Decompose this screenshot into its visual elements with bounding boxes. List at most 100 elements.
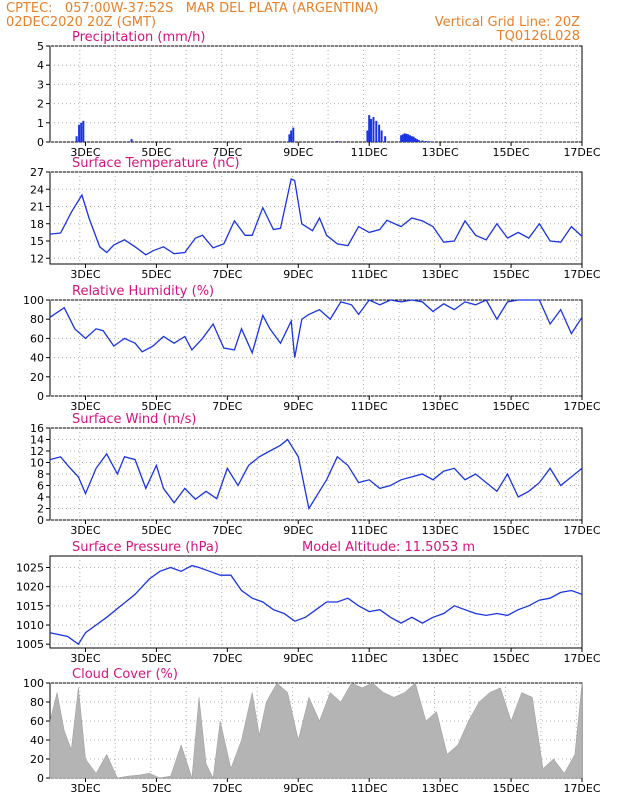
precipitation-frame — [49, 45, 583, 143]
wind-ytick-label: 10 — [30, 457, 44, 470]
temperature-xtick-label: 5DEC — [141, 268, 171, 281]
precipitation-ytick-label: 1 — [37, 117, 44, 130]
cloud-cover-xtick-label: 5DEC — [141, 782, 171, 795]
temperature-xtick-label: 7DEC — [212, 268, 242, 281]
temperature-xtick-label: 17DEC — [563, 268, 600, 281]
wind-ytick-label: 0 — [37, 514, 44, 527]
header-grid-note: Vertical Grid Line: 20Z — [434, 15, 580, 30]
wind-ytick-label: 14 — [30, 434, 44, 447]
temperature-xtick-label: 13DEC — [422, 268, 459, 281]
humidity-xtick-label: 7DEC — [212, 400, 242, 413]
humidity-xtick-label: 11DEC — [351, 400, 388, 413]
header-model-id: TQ0126L028 — [496, 29, 580, 44]
precipitation-panel: Precipitation (mm/h) 0 1 2 3 4 5 3DEC 5DEC 7DEC 9D… — [37, 30, 601, 159]
precipitation-ytick-label: 4 — [37, 59, 44, 72]
temperature-panel: Surface Temperature (nC) 12 15 18 21 24 27 3DEC… — [30, 156, 601, 281]
wind-title: Surface Wind (m/s) — [72, 412, 196, 427]
wind-xtick-label: 15DEC — [493, 524, 530, 537]
cloud-cover-xtick-label: 13DEC — [422, 782, 459, 795]
humidity-ytick-label: 80 — [30, 313, 44, 326]
wind-line — [49, 438, 583, 511]
precipitation-ytick-label: 2 — [37, 98, 44, 111]
humidity-xtick-label: 13DEC — [422, 400, 459, 413]
precipitation-bar — [80, 122, 83, 142]
temperature-ytick-label: 21 — [30, 201, 44, 214]
cloud-cover-ytick-label: 20 — [30, 753, 44, 766]
precipitation-xtick-label: 7DEC — [212, 146, 242, 159]
wind-ytick-label: 8 — [37, 468, 44, 481]
cloud-cover-xtick-label: 7DEC — [212, 782, 242, 795]
temperature-ytick-label: 12 — [30, 252, 44, 265]
precipitation-bar — [416, 139, 419, 142]
wind-xtick-label: 3DEC — [70, 524, 100, 537]
precipitation-bar — [432, 141, 435, 142]
wind-xtick-label: 17DEC — [563, 524, 600, 537]
precipitation-ytick-label: 3 — [37, 78, 44, 91]
wind-ytick-label: 12 — [30, 445, 44, 458]
precipitation-bar — [375, 120, 378, 142]
precipitation-bar — [408, 135, 411, 142]
temperature-line — [49, 177, 583, 256]
temperature-ytick-label: 24 — [30, 183, 44, 196]
precipitation-xtick-label: 3DEC — [70, 146, 100, 159]
pressure-annotation: Model Altitude: 11.5053 m — [302, 540, 475, 555]
temperature-ytick-label: 18 — [30, 218, 44, 231]
pressure-xtick-label: 15DEC — [493, 652, 530, 665]
precipitation-bar — [366, 130, 369, 142]
precipitation-bar — [414, 138, 417, 142]
pressure-ytick-label: 1020 — [16, 581, 44, 594]
pressure-ytick-label: 1015 — [16, 600, 44, 613]
temperature-ytick-label: 27 — [30, 166, 44, 179]
cloud-cover-area — [49, 682, 583, 779]
humidity-panel: Relative Humidity (%) 0 20 40 60 80 100 3DEC 5DE… — [23, 284, 601, 413]
pressure-title: Surface Pressure (hPa) — [72, 540, 219, 555]
header-station: CPTEC: 057:00W-37:52S MAR DEL PLATA (ARG… — [6, 1, 379, 16]
cloud-cover-ytick-label: 0 — [37, 772, 44, 785]
precipitation-bar — [384, 136, 387, 142]
precipitation-xtick-label: 9DEC — [283, 146, 313, 159]
pressure-xtick-label: 9DEC — [283, 652, 313, 665]
temperature-xtick-label: 3DEC — [70, 268, 100, 281]
cloud-cover-xtick-label: 11DEC — [351, 782, 388, 795]
pressure-xtick-label: 11DEC — [351, 652, 388, 665]
humidity-xtick-label: 9DEC — [283, 400, 313, 413]
wind-ytick-label: 2 — [37, 503, 44, 516]
precipitation-bar — [407, 134, 410, 142]
precipitation-bar — [372, 117, 375, 142]
cloud-cover-ytick-label: 80 — [30, 696, 44, 709]
precipitation-bar — [292, 127, 295, 142]
precipitation-bar — [410, 136, 413, 142]
precipitation-bar — [400, 135, 403, 142]
precipitation-bar — [424, 141, 427, 142]
pressure-xtick-label: 5DEC — [141, 652, 171, 665]
precipitation-bar — [78, 124, 81, 142]
wind-ytick-label: 6 — [37, 480, 44, 493]
wind-ytick-label: 4 — [37, 491, 44, 504]
cloud-cover-xtick-label: 15DEC — [493, 782, 530, 795]
precipitation-bar — [428, 141, 431, 142]
humidity-line — [49, 299, 583, 358]
wind-xtick-label: 5DEC — [141, 524, 171, 537]
precipitation-title: Precipitation (mm/h) — [72, 30, 205, 45]
precipitation-bar — [75, 136, 78, 142]
pressure-xtick-label: 3DEC — [70, 652, 100, 665]
wind-xtick-label: 9DEC — [283, 524, 313, 537]
humidity-xtick-label: 3DEC — [70, 400, 100, 413]
precipitation-xtick-label: 15DEC — [493, 146, 530, 159]
humidity-ytick-label: 20 — [30, 371, 44, 384]
header-date: 02DEC2020 20Z (GMT) — [6, 15, 157, 30]
precipitation-bar — [290, 130, 293, 142]
pressure-ytick-label: 1025 — [16, 562, 44, 575]
cloud-cover-xtick-label: 9DEC — [283, 782, 313, 795]
wind-xtick-label: 11DEC — [351, 524, 388, 537]
humidity-ytick-label: 100 — [23, 294, 44, 307]
temperature-xtick-label: 15DEC — [493, 268, 530, 281]
precipitation-bar — [405, 133, 408, 142]
cloud-cover-ytick-label: 100 — [23, 677, 44, 690]
precipitation-xtick-label: 5DEC — [141, 146, 171, 159]
humidity-ytick-label: 60 — [30, 332, 44, 345]
precipitation-bar — [421, 140, 424, 142]
precipitation-bar — [412, 136, 415, 142]
precipitation-xtick-label: 13DEC — [422, 146, 459, 159]
